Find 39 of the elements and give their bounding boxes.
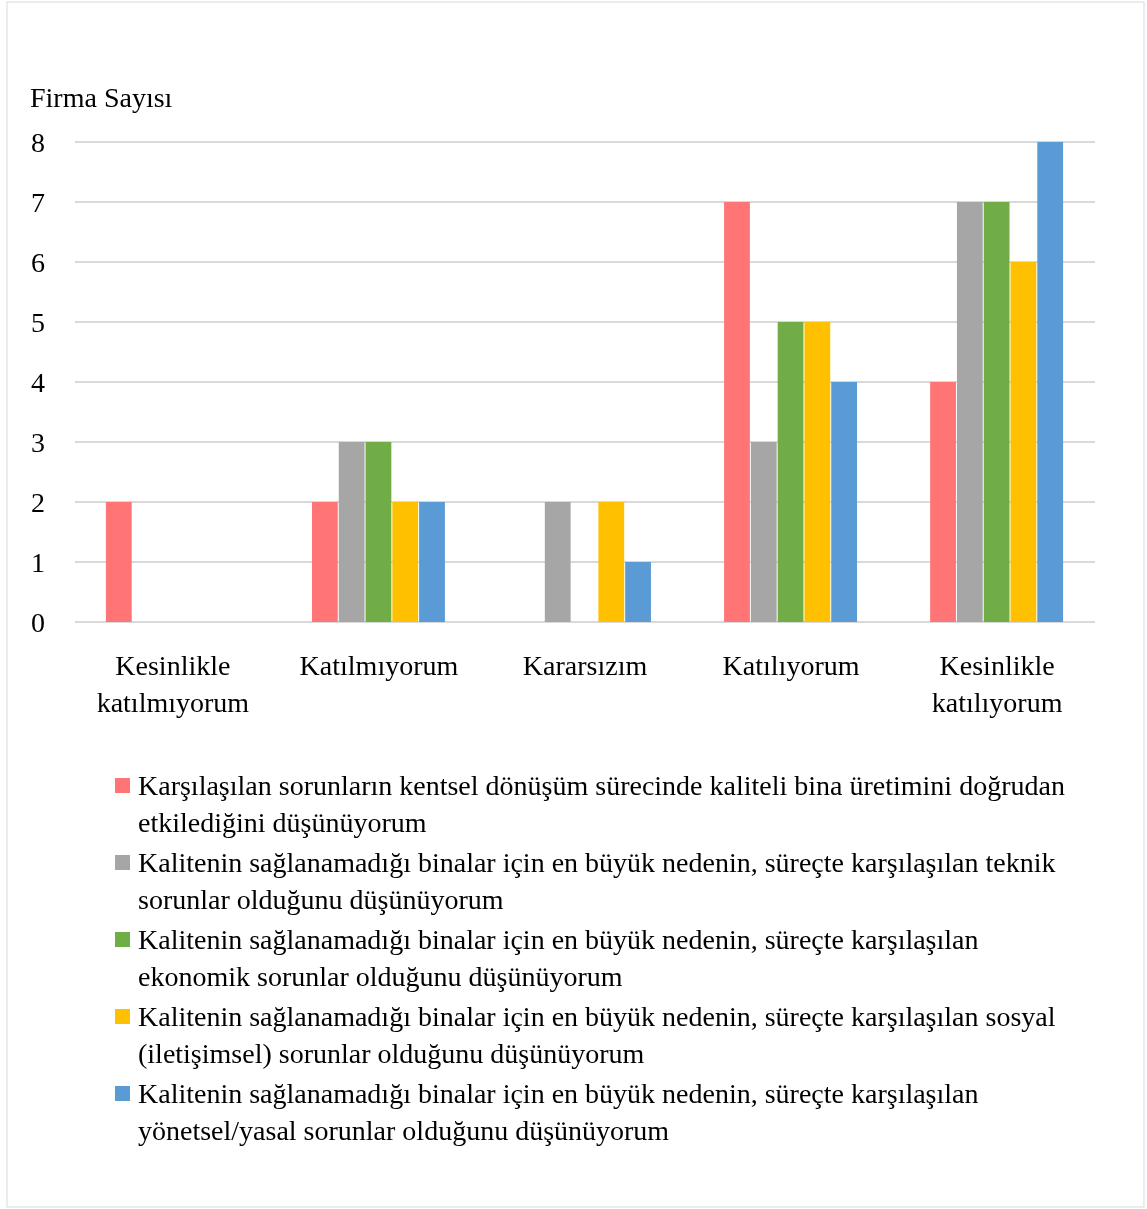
bar xyxy=(419,502,445,622)
bar xyxy=(804,322,831,622)
bar xyxy=(105,502,132,622)
bar xyxy=(392,502,419,622)
y-tick-label: 3 xyxy=(31,426,45,458)
bar xyxy=(625,562,651,622)
bar xyxy=(338,442,365,622)
legend-label: Kalitenin sağlanamadığı binalar için en büyük nedenin, süreçte karşılaşılan sosyal (iletişimsel) sorunlar olduğunu düşünüyorum xyxy=(138,1001,1056,1069)
bar xyxy=(956,202,983,622)
x-tick-label: Kesinlikle katılmıyorum xyxy=(96,650,250,718)
legend-label: Kalitenin sağlanamadığı binalar için en büyük nedenin, süreçte karşılaşılan yönetsel/yasal sorunlar olduğunu düşünüyorum xyxy=(138,1078,979,1146)
bar xyxy=(831,382,858,622)
bar xyxy=(750,442,777,622)
y-tick-label: 1 xyxy=(31,546,45,578)
bar xyxy=(598,502,625,622)
legend-label: Kalitenin sağlanamadığı binalar için en büyük nedenin, süreçte karşılaşılan teknik sorunlar olduğunu düşünüyorum xyxy=(138,847,1056,915)
x-tick-label: Kesinlikle katılıyorum xyxy=(931,650,1063,718)
x-tick-label: Katılmıyorum xyxy=(299,650,459,681)
y-tick-label: 5 xyxy=(31,306,45,338)
x-tick-label: Kararsızım xyxy=(522,650,648,681)
legend-label: Karşılaşılan sorunların kentsel dönüşüm sürecinde kaliteli bina üretimini doğrudan etkilediğini düşünüyorum xyxy=(138,770,1065,838)
y-tick-label: 2 xyxy=(31,486,45,518)
bar xyxy=(777,322,804,622)
y-tick-label: 8 xyxy=(31,126,45,158)
bar xyxy=(365,442,392,622)
bar xyxy=(544,502,571,622)
bar xyxy=(1037,142,1064,622)
y-tick-label: 4 xyxy=(31,366,45,398)
y-axis-title: Firma Sayısı xyxy=(30,82,173,113)
bar xyxy=(930,382,956,622)
y-tick-label: 0 xyxy=(31,606,45,638)
bar xyxy=(724,202,750,622)
bar xyxy=(983,202,1010,622)
y-tick-label: 7 xyxy=(31,186,45,218)
bar xyxy=(1010,262,1037,622)
bar xyxy=(311,502,338,622)
legend-label: Kalitenin sağlanamadığı binalar için en büyük nedenin, süreçte karşılaşılan ekonomik sorunlar olduğunu düşünüyorum xyxy=(138,924,979,992)
y-tick-label: 6 xyxy=(31,246,45,278)
x-tick-label: Katılıyorum xyxy=(722,650,860,681)
